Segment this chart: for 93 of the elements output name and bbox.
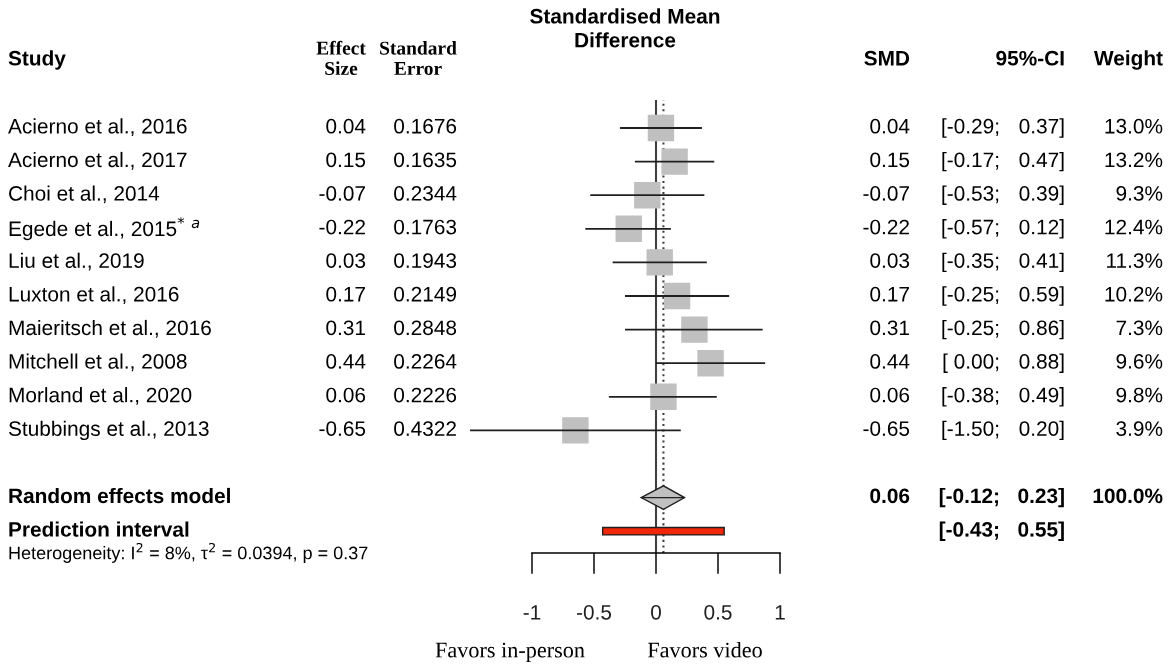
data-label: 0.2264 [394,354,457,369]
data-label: 0.1635 [394,152,457,168]
data-label: 0.1676 [394,118,457,134]
category-label: Stubbings et al., 2013 [8,420,209,441]
text: Study [8,50,66,70]
category-label: Prediction interval [9,521,189,537]
data-label: [-0.53; [942,185,999,205]
data-label: 9.3% [1116,186,1163,201]
data-label: 0.03 [870,253,910,268]
data-label: 0.39] [1019,185,1064,205]
data-label: 0.44 [326,354,366,369]
data-label: 0.2226 [394,387,457,403]
data-label: 7.3% [1116,320,1163,336]
data-label: [-0.17; [942,151,999,172]
data-label: 0.03 [326,253,366,268]
data-label: -0.07 [319,186,365,201]
data-label: 0.17 [870,286,909,302]
text: Standard Error [380,41,457,76]
text: Heterogeneity: I$^{2}$ = 8%, τ$^{2}$ = 0.0394, p = 0.37 [9,542,368,563]
text: Weight [1093,50,1163,70]
data-label: -0.07 [863,186,909,201]
category-label: Luxton et al., 2016 [9,286,179,305]
category-label: Choi et al., 2014 [9,185,160,204]
data-label: 0.41] [1019,252,1064,273]
data-label: 0.88] [1019,353,1064,373]
data-label: [-0.57; [942,219,999,239]
category-label: Egede et al., 2015$^{* a}$ [9,217,200,241]
data-label: [-0.25; [942,319,999,340]
data-label: 0.23] [1018,487,1064,508]
data-label: 0.2848 [394,320,457,336]
data-label: 0.20] [1019,420,1064,441]
data-label: [-0.43; [939,521,999,541]
text: Favors video [647,641,762,658]
data-label: 0.37] [1019,118,1064,138]
category-label: Mitchell et al., 2008 [9,353,187,372]
data-label: 0.04 [326,118,366,134]
chart-title: Standardised Mean Difference [530,8,720,48]
category-label: Maieritsch et al., 2016 [9,319,211,338]
data-label: 0.06 [326,387,366,403]
data-label: 0.2344 [394,186,457,201]
data-label: 13.2% [1105,152,1163,168]
category-label: Liu et al., 2019 [9,252,144,271]
x-tick-label: -1 [523,605,541,620]
data-label: -0.65 [863,421,910,436]
x-tick-label: 0.5 [704,604,732,620]
data-label: -0.65 [319,421,366,436]
data-label: 0.15 [870,152,910,168]
data-label: 0.1943 [394,253,457,268]
category-label: Acierno et al., 2017 [8,151,187,170]
data-label: 0.2149 [394,286,457,302]
data-label: 0.31 [870,320,909,336]
data-label: 0.1763 [394,219,457,235]
data-label: 11.3% [1107,253,1163,268]
data-label: 0.4322 [394,421,456,436]
data-label: 12.4% [1105,219,1163,235]
data-label: [-0.25; [942,286,999,306]
data-label: -0.22 [319,219,365,235]
data-label: 100.0% [1093,488,1163,504]
text: Effect Size [316,40,366,76]
text: Favors in-person [435,642,585,663]
data-label: 9.8% [1116,387,1163,403]
data-label: [-0.29; [942,118,999,138]
x-tick-label: 0 [651,604,661,620]
data-label: 0.17 [326,286,365,302]
data-label: 3.9% [1116,421,1163,436]
category-label: Random effects model [9,487,230,504]
x-tick-label: 1 [775,605,785,620]
category-label: Acierno et al., 2016 [8,118,187,137]
data-label: 10.2% [1105,286,1163,302]
data-label: 0.55] [1018,521,1064,541]
data-label: 0.59] [1019,286,1064,306]
data-label: [-0.38; [942,387,999,407]
data-label: 0.12] [1019,219,1064,239]
data-label: [-0.12; [939,487,999,508]
data-label: 0.15 [326,152,366,168]
category-label: Morland et al., 2020 [9,387,192,405]
data-label: 0.86] [1019,319,1064,340]
data-label: 0.04 [870,118,910,134]
data-label: 0.06 [870,488,910,504]
text: SMD [864,50,910,66]
data-label: 9.6% [1116,354,1163,369]
data-label: [ 0.00; [943,353,999,373]
data-label: 0.44 [870,354,910,369]
data-label: 0.49] [1019,387,1064,407]
x-tick-label: -0.5 [576,604,612,620]
data-label: 13.0% [1105,118,1163,134]
data-label: 0.31 [326,320,365,336]
data-label: [-0.35; [942,252,999,273]
data-label: 0.06 [870,387,910,403]
data-label: -0.22 [863,219,909,235]
data-label: 0.47] [1019,151,1064,172]
text: 95%-CI [996,50,1064,66]
data-label: [-1.50; [942,420,999,441]
